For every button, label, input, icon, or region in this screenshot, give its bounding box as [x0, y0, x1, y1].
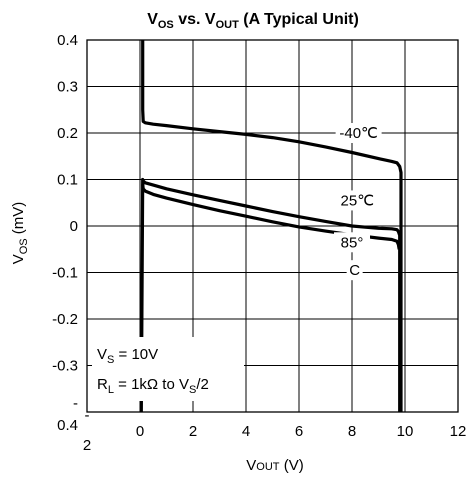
- vs-main: V: [97, 346, 107, 363]
- series-label: C: [349, 262, 360, 279]
- series-line: [141, 184, 401, 250]
- x-tick-label-min-bottom: 2: [83, 437, 91, 454]
- condition-rl: RL = 1kΩ to VS/2: [97, 376, 209, 396]
- series-line: [139, 177, 402, 412]
- series-label: -40℃: [339, 125, 378, 142]
- condition-vs: VS = 10V: [97, 346, 158, 366]
- series-curves: [139, 40, 403, 412]
- series-label-bg: [335, 123, 382, 143]
- x-tick-label: 2: [189, 423, 197, 440]
- x-tick-labels: 0 2 4 6 8 10 12: [136, 423, 467, 440]
- series-label-bg: [339, 190, 376, 211]
- y-tick-label: -0.2: [52, 311, 78, 328]
- x-tick-label: 8: [348, 423, 356, 440]
- series-label-bg: [346, 260, 363, 281]
- title-mid: vs. V: [174, 11, 216, 28]
- ylabel-tail: (mV): [10, 202, 27, 239]
- title-tail: (A Typical Unit): [239, 11, 359, 28]
- title-sub1: OS: [158, 19, 174, 31]
- x-tick-label: 4: [242, 423, 250, 440]
- y-tick-label: 0.2: [57, 125, 78, 142]
- ylabel-sub: OS: [18, 238, 30, 254]
- rl-sub: L: [108, 384, 114, 396]
- rl-mid: = 1kΩ to V: [114, 376, 189, 393]
- xlabel-main: V: [246, 457, 256, 474]
- series-labels: -40℃ 25℃ 85° C: [334, 123, 382, 281]
- xlabel-sub: OUT: [256, 461, 280, 473]
- ylabel-main: V: [10, 254, 27, 264]
- y-tick-label: 0.3: [57, 79, 78, 96]
- conditions-box: [92, 337, 244, 401]
- vs-sub: S: [107, 354, 114, 366]
- chart-title: VOS vs. VOUT (A Typical Unit): [147, 11, 359, 31]
- y-tick-label: 0.1: [57, 172, 78, 189]
- y-tick-label-min-top: -: [73, 395, 78, 412]
- y-tick-label: 0: [70, 218, 78, 235]
- x-tick-label: 12: [450, 423, 467, 440]
- series-label: 25℃: [341, 192, 375, 209]
- y-tick-label-min-bottom: 0.4: [57, 417, 78, 434]
- rl-sub2: S: [189, 384, 196, 396]
- rl-tail: /2: [196, 376, 209, 393]
- title-sub2: OUT: [216, 19, 240, 31]
- series-label-bg: [334, 232, 370, 253]
- x-tick-label-min-top: -: [85, 407, 90, 424]
- y-tick-label: -0.3: [52, 358, 78, 375]
- series-line: [141, 40, 403, 412]
- y-tick-label: -0.1: [52, 265, 78, 282]
- x-axis-label: VOUT (V): [246, 457, 303, 474]
- x-tick-label: 6: [295, 423, 303, 440]
- vs-tail: = 10V: [114, 346, 158, 363]
- plot-frame: [86, 39, 459, 413]
- y-tick-labels: 0.4 0.3 0.2 0.1 0 -0.1 -0.2 -0.3: [52, 32, 78, 375]
- x-tick-label: 10: [397, 423, 414, 440]
- x-tick-label: 0: [136, 423, 144, 440]
- rl-main: R: [97, 376, 108, 393]
- y-axis-label: VOS (mV): [10, 202, 30, 265]
- xlabel-tail: (V): [280, 457, 304, 474]
- y-tick-label: 0.4: [57, 32, 78, 49]
- series-label: 85°: [341, 234, 364, 251]
- title-main: V: [147, 11, 158, 28]
